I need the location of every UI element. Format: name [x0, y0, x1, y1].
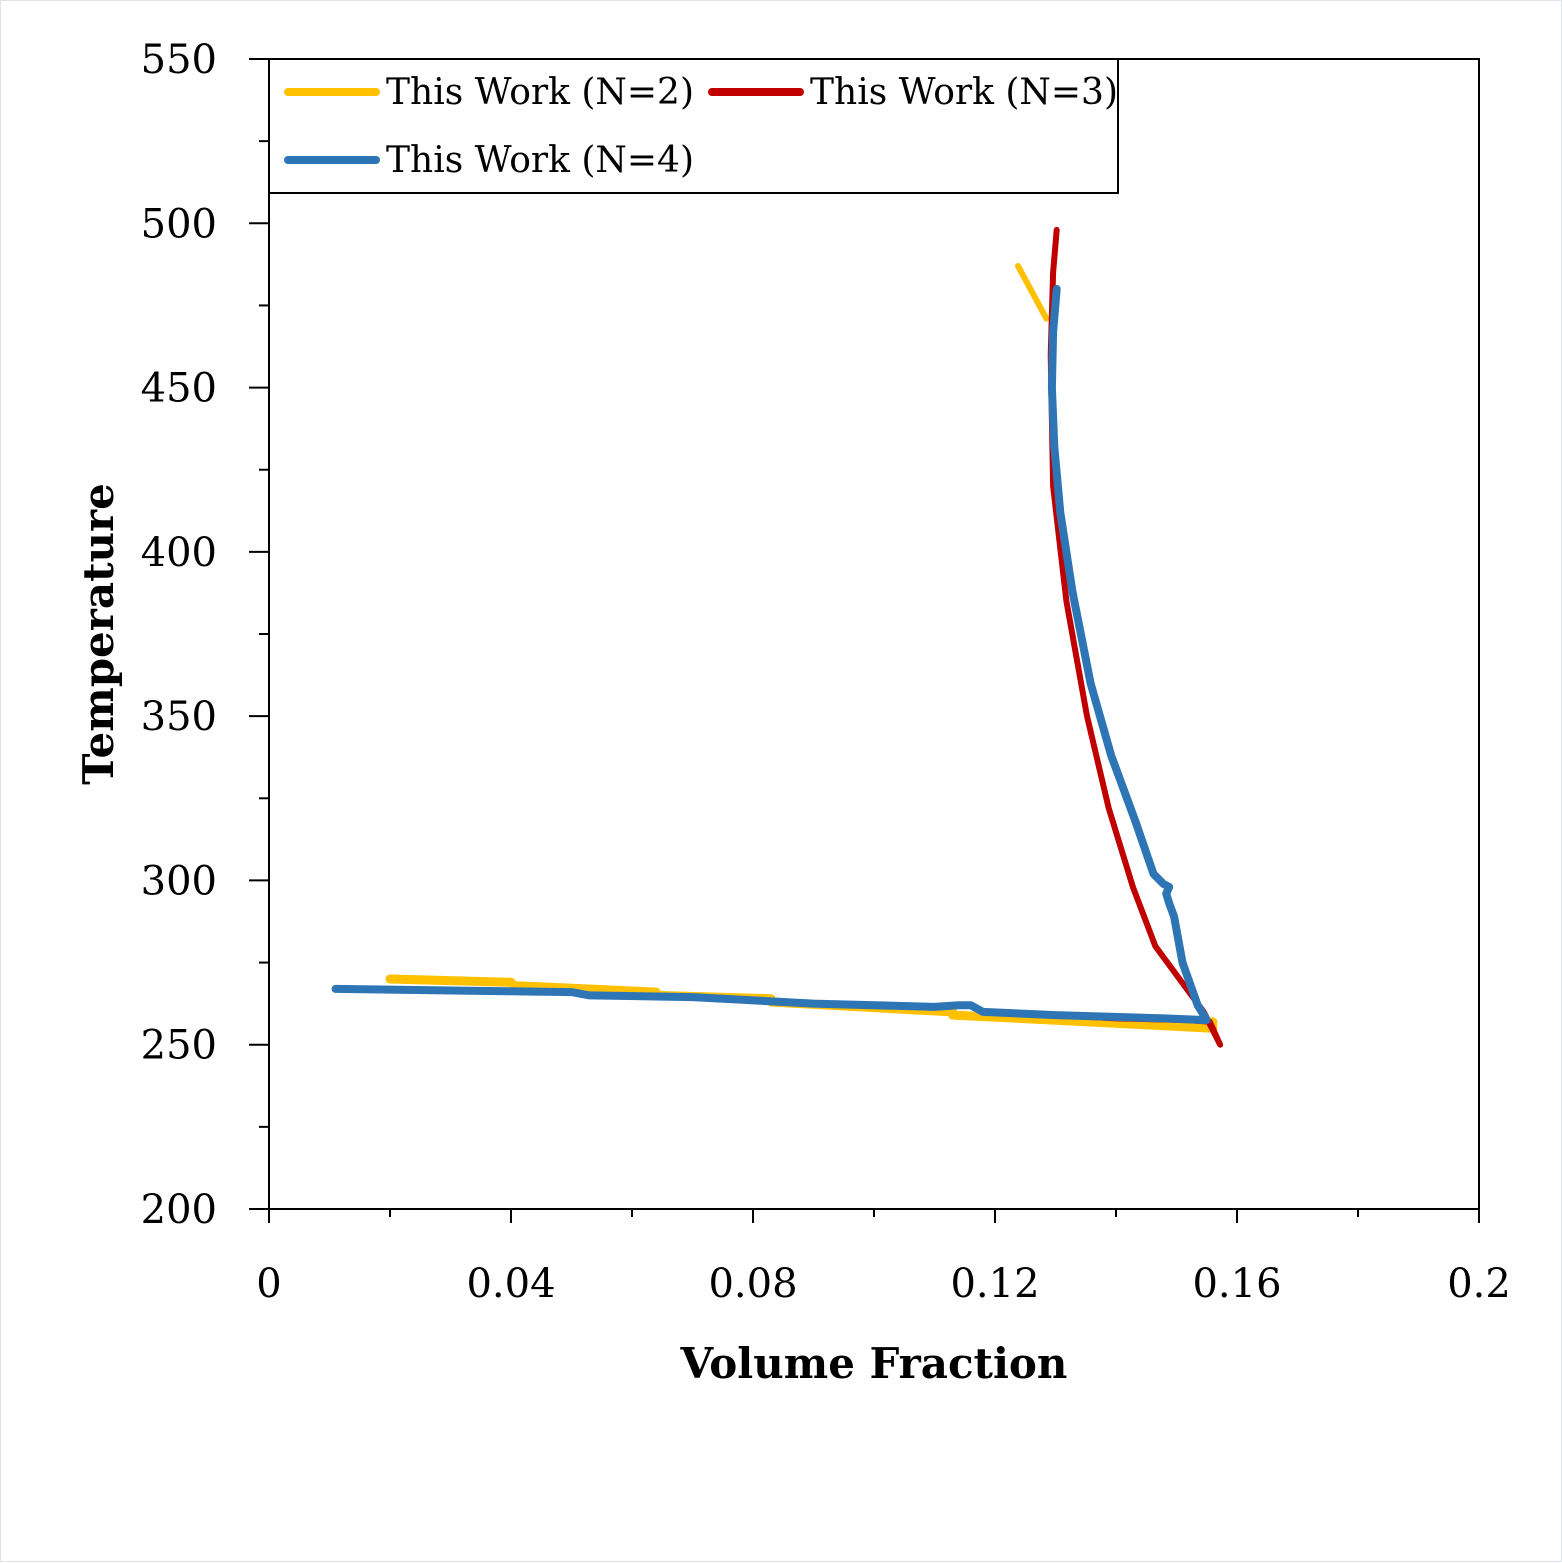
legend-box	[268, 58, 1119, 194]
y-axis-title: Temperature	[74, 483, 123, 785]
legend-label-n3: This Work (N=3)	[810, 72, 1118, 113]
series-line-n4	[331, 285, 1211, 1025]
x-axis-title: Volume Fraction	[680, 1339, 1068, 1388]
y-tick-label: 350	[141, 694, 217, 740]
x-tick-label: 0.2	[1447, 1261, 1511, 1307]
y-tick-label: 250	[141, 1023, 217, 1069]
y-tick-label: 300	[141, 858, 217, 904]
plot-area-border	[268, 58, 1480, 1210]
x-tick-label: 0.04	[466, 1261, 555, 1307]
y-tick-label: 550	[141, 37, 217, 83]
y-tick-label: 500	[141, 201, 217, 247]
y-tick-label: 200	[141, 1187, 217, 1233]
series-layer	[331, 226, 1224, 1048]
x-tick-label: 0.08	[708, 1261, 797, 1307]
x-tick-label: 0.12	[950, 1261, 1039, 1307]
series-line-n2-upper	[1015, 263, 1050, 322]
x-tick-label: 0.16	[1192, 1261, 1281, 1307]
legend-label-n4: This Work (N=4)	[386, 140, 694, 181]
y-tick-label: 400	[141, 530, 217, 576]
legend: This Work (N=2) This Work (N=3) This Work …	[268, 58, 1119, 194]
series-line-n3	[992, 226, 1224, 1048]
legend-label-n2: This Work (N=2)	[386, 72, 694, 113]
x-tick-label: 0	[256, 1261, 281, 1307]
y-tick-label: 450	[141, 366, 217, 412]
axes: 200 250 300 350 400 450 500 550 0 0.04 0.08 0.12 0.1…	[141, 37, 1511, 1307]
